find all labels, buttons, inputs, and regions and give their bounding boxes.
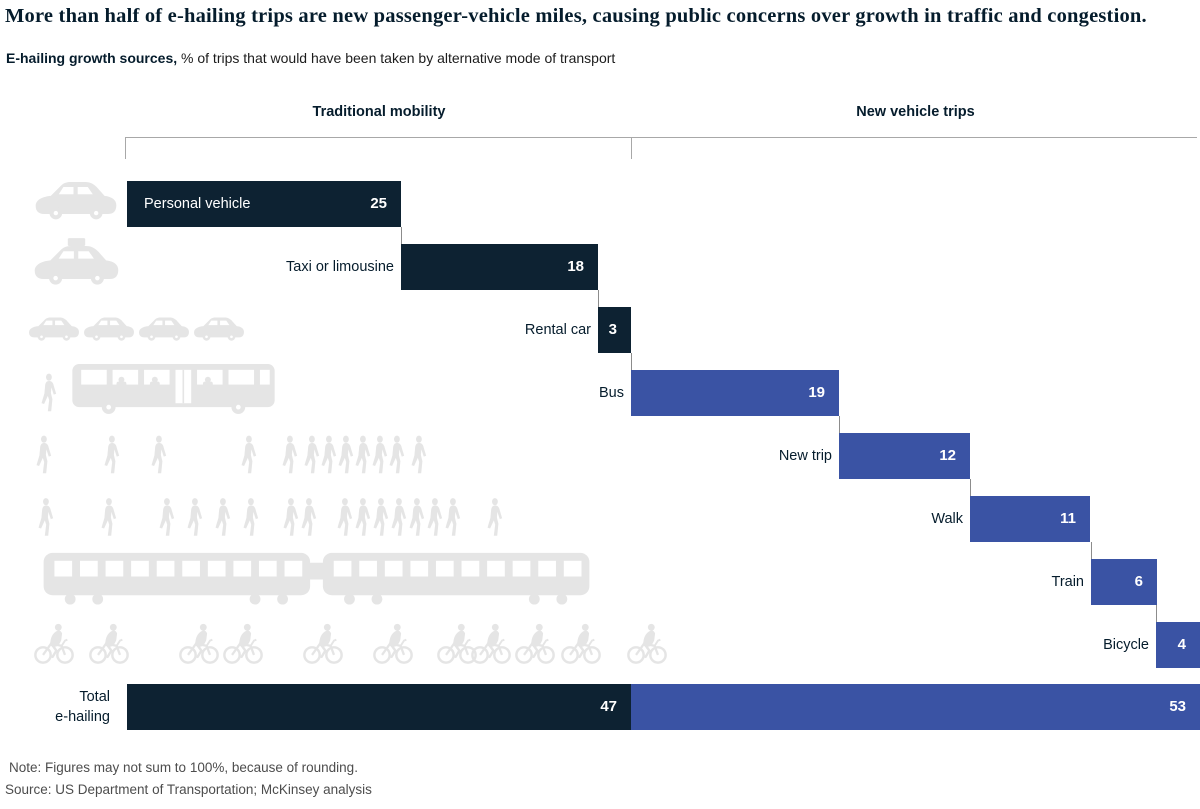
bus-icon [70,361,277,416]
bicycles-icon [222,621,264,666]
pedestrians-icon [388,432,405,477]
pedestrians-icon [410,432,427,477]
bicycles-icon [514,621,556,666]
pedestrians-icon [100,494,117,540]
pedestrians-icon [281,432,298,477]
total-row-label-line: Total [79,689,110,705]
bicycles-icon [626,621,668,666]
group-header-new: New vehicle trips [856,104,975,120]
bar-bicycle: 4 [1156,622,1200,668]
total-bar-new: 53 [631,684,1200,730]
chart-subtitle: E-hailing growth sources, % of trips tha… [6,50,615,66]
bar-label-new-trip: New trip [778,448,832,464]
bar-value-walk: 11 [1060,510,1076,527]
rental-cars-icon [193,306,245,352]
subtitle-bold: E-hailing growth sources, [6,50,178,66]
bar-label-bicycle: Bicycle [1103,637,1149,653]
footnote: Note: Figures may not sum to 100%, becau… [9,760,358,775]
pedestrians-icon [242,494,259,540]
bar-rental-car: 3 [598,307,631,353]
car-icon [34,178,118,223]
pedestrians-icon [303,432,320,477]
step-connector [598,290,599,307]
pedestrians-icon [426,494,443,540]
pedestrians-icon [186,494,203,540]
step-connector [1091,542,1092,559]
rental-cars-icon [138,306,190,352]
bar-value-new-trip: 12 [939,447,956,464]
rental-cars-icon [28,306,80,352]
bar-value-train: 6 [1134,573,1143,590]
bicycles-icon [33,621,75,666]
bar-value-personal-vehicle: 25 [370,195,387,212]
step-connector [401,227,402,244]
bar-label-train: Train [1051,574,1085,590]
step-connector [1156,605,1157,622]
pedestrians-icon [282,494,299,540]
pedestrians-icon [37,494,54,540]
pedestrians-icon [371,432,388,477]
bar-bus: 19 [631,370,839,416]
bar-label-taxi-or-limousine: Taxi or limousine [286,259,394,275]
total-value-traditional: 47 [600,698,617,715]
bar-value-bicycle: 4 [1177,636,1186,653]
bracket-tick-left [125,137,126,159]
subtitle-rest: % of trips that would have been taken by… [177,50,616,66]
bar-label-walk: Walk [931,511,963,527]
bar-label-bus: Bus [599,385,624,401]
pedestrians-icon [103,432,120,477]
bar-value-rental-car: 3 [608,321,617,338]
bicycles-icon [88,621,130,666]
bicycles-icon [372,621,414,666]
total-row-label-line: e-hailing [55,709,110,725]
rental-cars-icon [83,306,135,352]
pedestrians-icon [444,494,461,540]
taxi-icon [33,238,120,287]
bar-value-bus: 19 [808,384,825,401]
bracket-tick-divider [631,137,632,159]
pedestrians-icon [150,432,167,477]
bar-label-rental-car: Rental car [524,322,591,338]
bar-new-trip: 12 [839,433,970,479]
source-line: Source: US Department of Transportation;… [5,782,372,797]
step-connector [839,416,840,433]
bar-taxi-or-limousine: 18 [401,244,598,290]
pedestrians-icon [486,494,503,540]
pedestrians-icon [300,494,317,540]
pedestrians-icon [337,432,354,477]
pedestrians-icon [372,494,389,540]
total-bar-traditional: 47 [127,684,631,730]
total-row-label: Total e-hailing [55,687,110,727]
bicycles-icon [302,621,344,666]
train-icon [38,548,595,607]
bar-personal-vehicle: 25 Personal vehicle [127,181,401,227]
pedestrians-icon [336,494,353,540]
bar-train: 6 [1091,559,1157,605]
step-connector [631,353,632,370]
pedestrians-icon [408,494,425,540]
total-value-new: 53 [1169,698,1186,715]
chart-title: More than half of e-hailing trips are ne… [5,5,1147,27]
pedestrians-icon [158,494,175,540]
pedestrians-icon [320,432,337,477]
pedestrians-icon [354,494,371,540]
bicycles-icon [470,621,512,666]
step-connector [970,479,971,496]
pedestrians-icon [240,432,257,477]
bicycles-icon [178,621,220,666]
bar-walk: 11 [970,496,1090,542]
bus-icon [40,371,57,414]
pedestrians-icon [354,432,371,477]
pedestrians-icon [214,494,231,540]
group-header-traditional: Traditional mobility [312,104,446,120]
bar-label-personal-vehicle: Personal vehicle [144,196,251,212]
pedestrians-icon [390,494,407,540]
bicycles-icon [560,621,602,666]
bracket-line [125,137,1197,138]
pedestrians-icon [35,432,52,477]
waterfall-chart: Traditional mobility New vehicle trips 2… [0,100,1200,748]
bar-value-taxi-or-limousine: 18 [567,258,584,275]
